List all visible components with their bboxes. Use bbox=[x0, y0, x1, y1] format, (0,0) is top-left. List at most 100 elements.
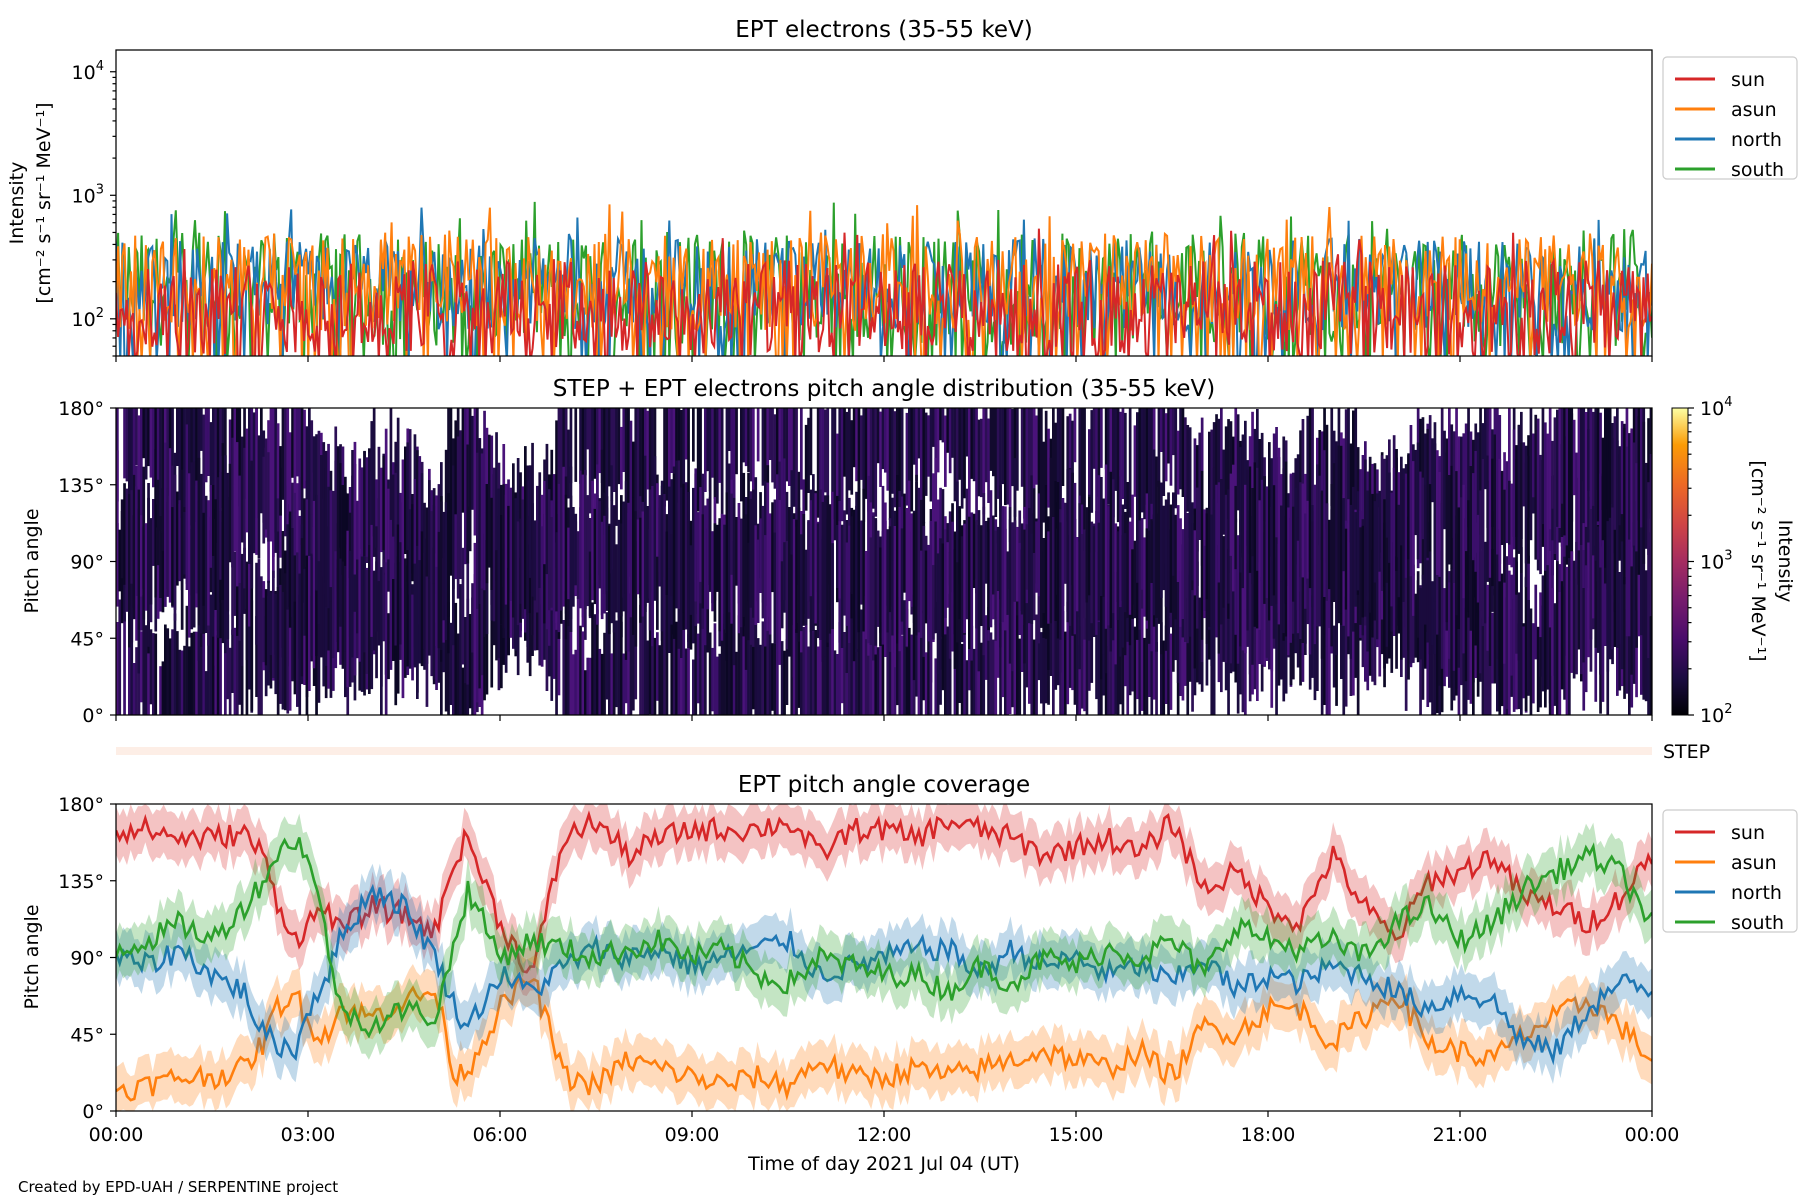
heatmap-cell bbox=[1368, 601, 1372, 676]
heatmap-cell bbox=[1136, 412, 1139, 519]
heatmap-cell bbox=[850, 592, 854, 715]
heatmap-cell bbox=[1640, 527, 1643, 636]
heatmap-cell bbox=[195, 631, 198, 715]
heatmap-cell bbox=[219, 602, 222, 715]
heatmap-cell bbox=[768, 408, 772, 460]
heatmap-cell bbox=[1028, 408, 1031, 512]
heatmap-cell bbox=[1131, 616, 1134, 692]
heatmap-cell bbox=[898, 633, 902, 715]
heatmap-cell bbox=[1025, 524, 1029, 590]
heatmap-cell bbox=[1534, 584, 1538, 660]
heatmap-cell bbox=[1272, 485, 1276, 596]
heatmap-cell bbox=[1308, 470, 1312, 589]
heatmap-cell bbox=[1248, 466, 1252, 573]
heatmap-cell bbox=[1450, 465, 1454, 569]
heatmap-cell bbox=[286, 408, 290, 525]
heatmap-cell bbox=[1047, 428, 1050, 508]
heatmap-cell bbox=[934, 521, 938, 634]
heatmap-cell bbox=[377, 581, 381, 646]
heatmap-cell bbox=[1064, 631, 1067, 715]
heatmap-cell bbox=[800, 650, 803, 715]
heatmap-cell bbox=[1589, 408, 1593, 509]
heatmap-cell bbox=[1006, 408, 1010, 505]
heatmap-cell bbox=[1467, 500, 1470, 612]
heatmap-cell bbox=[221, 408, 225, 457]
heatmap-cell bbox=[1080, 534, 1084, 646]
heatmap-cell bbox=[701, 589, 705, 715]
heatmap-cell bbox=[1088, 614, 1091, 691]
heatmap-cell bbox=[156, 408, 160, 505]
heatmap-cell bbox=[958, 604, 962, 703]
heatmap-cell bbox=[195, 408, 198, 486]
heatmap-cell bbox=[255, 408, 258, 555]
heatmap-cell bbox=[624, 408, 628, 549]
heatmap-cell bbox=[1076, 537, 1079, 612]
heatmap-cell bbox=[1280, 505, 1283, 582]
heatmap-cell bbox=[1260, 479, 1264, 630]
heatmap-cell bbox=[584, 670, 587, 715]
heatmap-cell bbox=[968, 624, 971, 691]
heatmap-cell bbox=[641, 591, 645, 715]
heatmap-cell bbox=[920, 615, 923, 715]
heatmap-cell bbox=[123, 483, 126, 585]
heatmap-cell bbox=[488, 434, 491, 568]
heatmap-cell bbox=[1054, 481, 1058, 621]
heatmap-cell bbox=[1025, 408, 1029, 544]
heatmap-cell bbox=[574, 408, 578, 482]
series-line-sun bbox=[116, 228, 1652, 356]
heatmap-cell bbox=[780, 561, 784, 629]
heatmap-cell bbox=[188, 408, 191, 504]
heatmap-cell bbox=[284, 573, 287, 711]
y-tick-label: 135° bbox=[58, 871, 104, 893]
heatmap-cell bbox=[855, 649, 858, 715]
heatmap-cell bbox=[641, 511, 645, 617]
heatmap-cell bbox=[946, 626, 950, 715]
heatmap-cell bbox=[1469, 466, 1473, 631]
heatmap-cell bbox=[1203, 545, 1206, 611]
heatmap-cell bbox=[1479, 551, 1482, 674]
heatmap-cell bbox=[1296, 454, 1300, 549]
heatmap-cell bbox=[1570, 408, 1574, 522]
heatmap-cell bbox=[924, 652, 928, 715]
heatmap-cell bbox=[1282, 468, 1286, 634]
heatmap-cell bbox=[130, 606, 134, 715]
heatmap-cell bbox=[416, 450, 419, 567]
heatmap-cell bbox=[752, 642, 755, 710]
heatmap-cell bbox=[281, 592, 285, 710]
heatmap-cell bbox=[1428, 484, 1432, 552]
heatmap-cell bbox=[704, 595, 707, 715]
panel3-title: EPT pitch angle coverage bbox=[738, 772, 1030, 798]
heatmap-cell bbox=[1342, 438, 1346, 501]
heatmap-cell bbox=[982, 648, 986, 715]
heatmap-cell bbox=[1176, 430, 1180, 495]
heatmap-cell bbox=[183, 512, 186, 575]
heatmap-cell bbox=[939, 538, 942, 670]
heatmap-cell bbox=[334, 551, 338, 650]
heatmap-cell bbox=[327, 486, 330, 609]
heatmap-cell bbox=[660, 581, 664, 715]
heatmap-cell bbox=[1623, 427, 1626, 585]
heatmap-cell bbox=[1143, 637, 1146, 715]
heatmap-cell bbox=[1097, 522, 1101, 621]
heatmap-cell bbox=[1385, 582, 1389, 647]
heatmap-cell bbox=[413, 479, 417, 564]
heatmap-cell bbox=[735, 517, 738, 586]
heatmap-cell bbox=[173, 474, 177, 621]
heatmap-cell bbox=[144, 523, 148, 611]
heatmap-cell bbox=[658, 507, 662, 572]
heatmap-cell bbox=[1464, 487, 1468, 552]
heatmap-cell bbox=[1323, 450, 1326, 597]
heatmap-cell bbox=[699, 601, 702, 715]
heatmap-cell bbox=[1044, 410, 1048, 487]
heatmap-cell bbox=[144, 408, 148, 480]
heatmap-cell bbox=[320, 455, 323, 572]
heatmap-cell bbox=[800, 408, 803, 490]
heatmap-cell bbox=[956, 408, 959, 515]
heatmap-cell bbox=[240, 553, 244, 667]
heatmap-cell bbox=[1100, 517, 1103, 680]
heatmap-cell bbox=[437, 531, 441, 649]
heatmap-cell bbox=[250, 544, 254, 711]
heatmap-cell bbox=[392, 579, 395, 661]
heatmap-cell bbox=[140, 631, 143, 703]
heatmap-cell bbox=[1222, 565, 1226, 662]
